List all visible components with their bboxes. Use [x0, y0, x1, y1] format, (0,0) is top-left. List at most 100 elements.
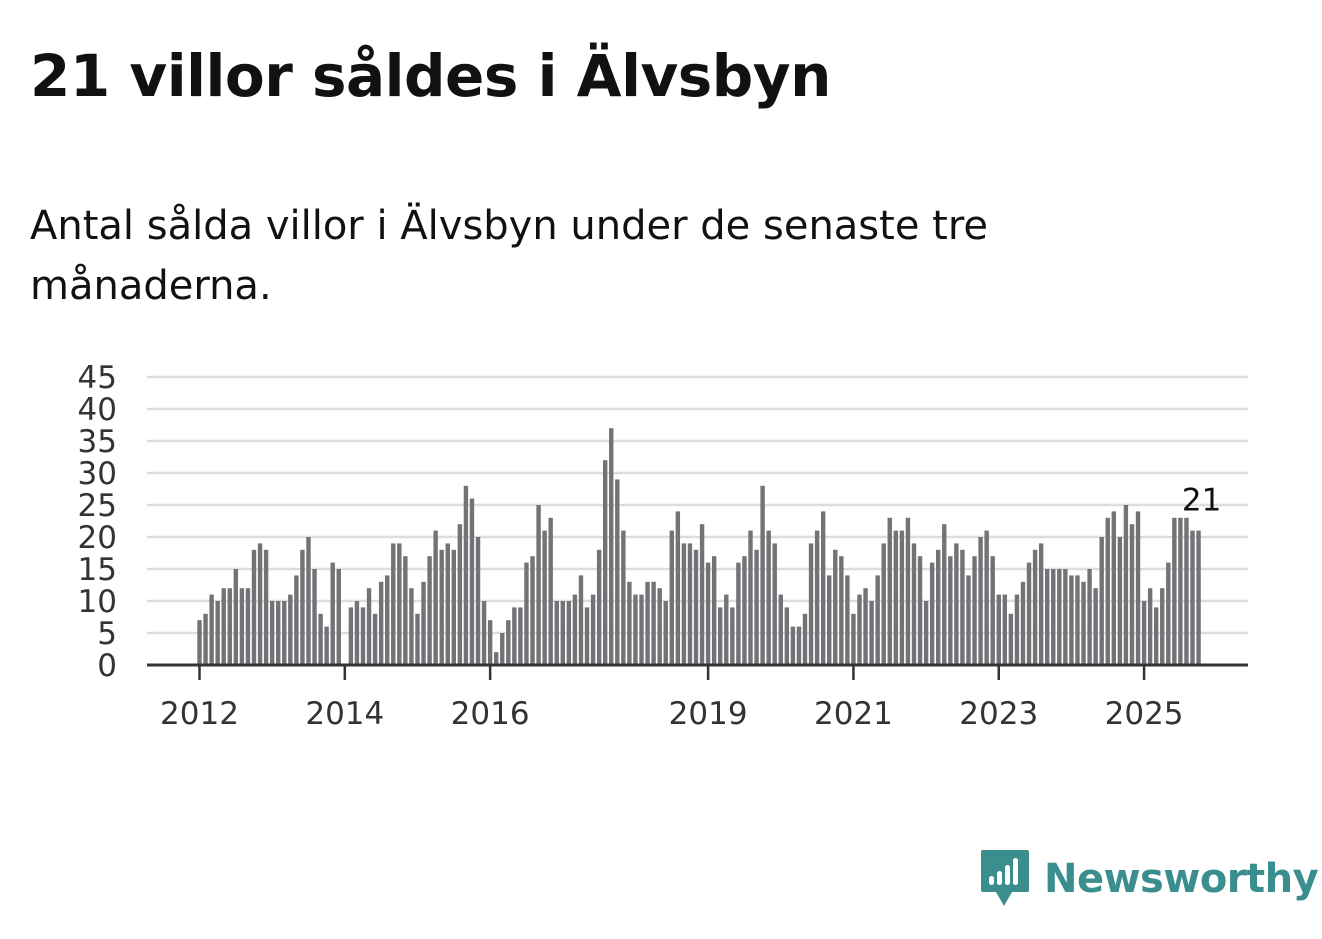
bar: [1135, 511, 1141, 665]
bar: [560, 601, 565, 665]
bar: [276, 601, 281, 665]
bar: [1111, 511, 1116, 665]
bar: [318, 613, 323, 665]
y-tick-label: 0: [97, 648, 117, 684]
bar: [639, 594, 644, 665]
bar: [524, 562, 529, 665]
bar: [475, 537, 481, 665]
bar: [1045, 569, 1050, 665]
bar: [675, 511, 681, 665]
bar: [724, 594, 729, 665]
bar: [512, 607, 517, 665]
bar: [197, 620, 202, 665]
bar: [742, 556, 747, 665]
bar: [324, 626, 329, 665]
bar: [820, 511, 826, 665]
bar: [1184, 517, 1189, 665]
bar: [1051, 569, 1056, 665]
bar: [942, 524, 947, 665]
bar: [257, 543, 263, 665]
bar: [936, 549, 941, 665]
bar: [863, 588, 868, 665]
bar: [451, 549, 457, 665]
bar: [415, 613, 420, 665]
bar: [923, 601, 929, 665]
bar: [972, 556, 977, 665]
bar: [282, 601, 287, 665]
bar: [663, 601, 668, 665]
bar: [1026, 562, 1032, 665]
bar: [494, 652, 499, 665]
bar: [518, 607, 523, 665]
bar: [397, 543, 402, 665]
bar: [669, 530, 674, 665]
bar: [760, 485, 765, 665]
bar: [554, 601, 559, 665]
bar: [590, 594, 596, 665]
bar: [487, 620, 493, 665]
bar: [718, 607, 723, 665]
bar: [391, 543, 396, 665]
bar: [657, 588, 662, 665]
bar: [1160, 588, 1165, 665]
bar: [609, 428, 614, 665]
bar: [905, 517, 911, 665]
chart-subtitle: Antal sålda villor i Älvsbyn under de se…: [30, 203, 989, 309]
bar: [1117, 537, 1123, 665]
bar: [857, 594, 862, 665]
bar: [966, 575, 971, 665]
bar: [1081, 581, 1086, 665]
bar: [681, 543, 687, 665]
x-tick-label: 2019: [669, 696, 748, 732]
bar: [881, 543, 886, 665]
bar: [288, 594, 293, 665]
bar: [1105, 517, 1110, 665]
bar: [348, 607, 354, 665]
bar: [385, 575, 390, 665]
newsworthy-logo-icon: [981, 850, 1029, 906]
bar: [766, 530, 771, 665]
bar: [372, 613, 378, 665]
bar: [1172, 517, 1177, 665]
bar: [960, 549, 965, 665]
x-tick-label: 2014: [305, 696, 384, 732]
bar: [1020, 581, 1026, 665]
bar: [705, 562, 711, 665]
bar: [445, 543, 450, 665]
bar: [1087, 569, 1092, 665]
x-tick-label: 2016: [451, 696, 530, 732]
bar: [651, 581, 656, 665]
bar: [506, 620, 511, 665]
bar: [578, 575, 584, 665]
bar: [403, 556, 408, 665]
bar: [378, 581, 384, 665]
bar: [1153, 607, 1159, 665]
bar: [814, 530, 820, 665]
bar: [209, 594, 214, 665]
bar: [615, 479, 620, 665]
x-tick-label: 2012: [160, 696, 239, 732]
bar: [887, 517, 892, 665]
bar: [572, 594, 578, 665]
bar: [748, 530, 753, 665]
y-tick-label: 10: [78, 584, 117, 620]
bar: [736, 562, 741, 665]
bar: [929, 562, 935, 665]
bar: [481, 601, 487, 665]
bar: [984, 530, 989, 665]
bar: [602, 460, 608, 665]
bar: [566, 601, 572, 665]
bar: [1002, 594, 1008, 665]
bar: [294, 575, 299, 665]
bar: [917, 556, 923, 665]
y-tick-label: 5: [97, 616, 117, 652]
bar: [227, 588, 232, 665]
bar: [1075, 575, 1080, 665]
bar: [1147, 588, 1153, 665]
bar: [645, 581, 650, 665]
bar: [845, 575, 850, 665]
bar: [221, 588, 226, 665]
bar: [911, 543, 917, 665]
